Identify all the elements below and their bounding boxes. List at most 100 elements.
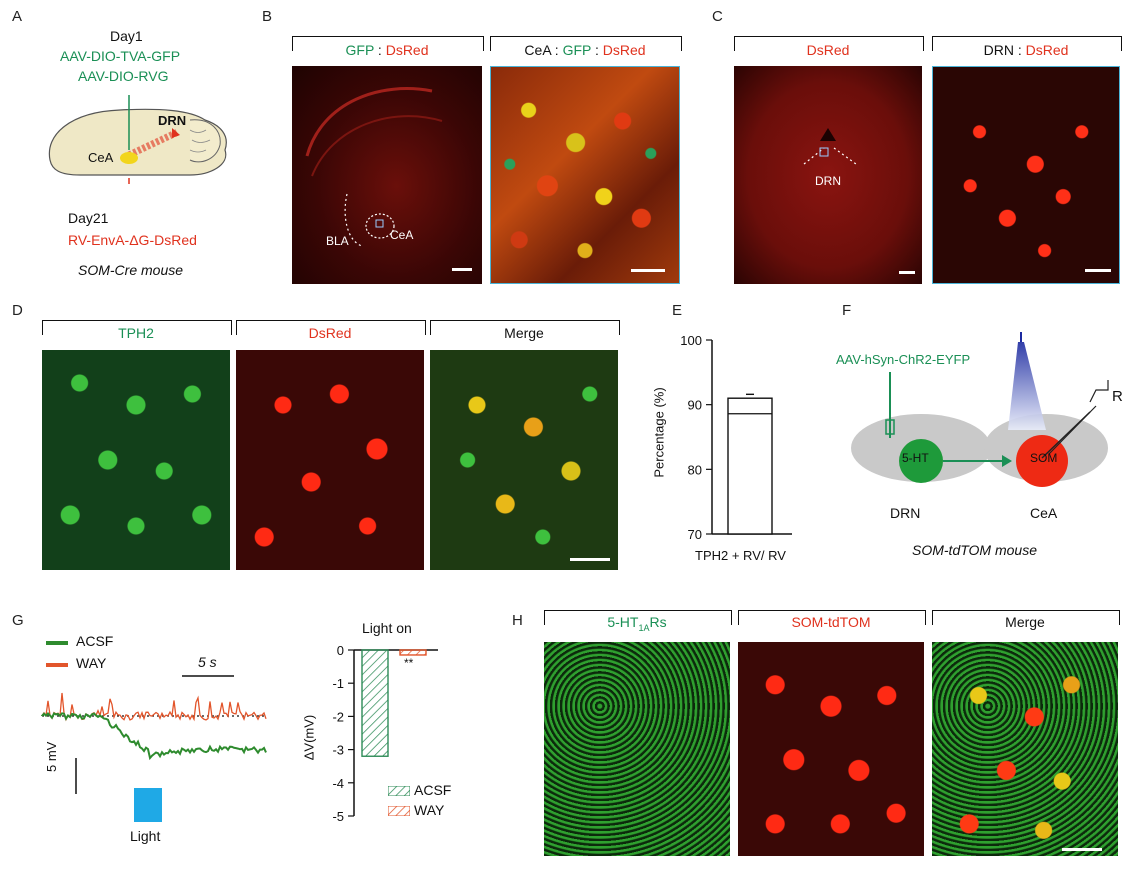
dsred-label: DsRed — [602, 42, 646, 58]
panel-label-a: A — [12, 8, 23, 25]
panel-h-title-1: 5-HT1ARs — [544, 614, 730, 633]
panel-h-header-3 — [932, 610, 1120, 625]
panel-g-bar-chart: 0 -1 -2 -3 -4 -5 — [332, 643, 438, 824]
panel-h-title-3: Merge — [1005, 614, 1045, 630]
virus2-label: AAV-DIO-RVG — [78, 68, 169, 84]
g-bar-title: Light on — [362, 620, 412, 636]
panel-d-title-1: TPH2 — [118, 325, 154, 341]
e-ytick-label: 90 — [688, 398, 702, 413]
scale-bar — [570, 558, 610, 561]
g-ticks: 0 -1 -2 -3 -4 -5 — [332, 643, 354, 824]
merge-image — [430, 350, 618, 570]
day21-label: Day21 — [68, 210, 109, 226]
brain-drn-label: DRN — [158, 113, 187, 128]
panel-label-c: C — [712, 8, 723, 25]
ht-label: 5-HT — [607, 614, 639, 630]
ht5-label: 5-HT — [902, 451, 929, 465]
e-bar — [727, 397, 773, 535]
panel-b-header-1 — [292, 36, 484, 51]
g-legend-way-line — [46, 663, 68, 667]
ht-sub: 1A — [638, 622, 650, 633]
light-label: Light — [130, 828, 161, 844]
e-ticks: 100 90 80 70 — [680, 333, 712, 542]
gfp-label: GFP — [562, 42, 592, 58]
dsred-label: DsRed — [385, 42, 429, 58]
panel-d-title-3: Merge — [504, 325, 544, 341]
sep: : — [591, 42, 603, 58]
g-ytick-label: 0 — [337, 643, 344, 658]
e-bars — [727, 393, 773, 535]
g-ytick-label: -4 — [332, 776, 344, 791]
recording-r-label: R — [1112, 388, 1123, 405]
g-legend2-acsf: ACSF — [414, 782, 452, 798]
cea-prefix: CeA : — [524, 42, 563, 58]
cea-confocal-image — [490, 66, 680, 284]
g-legend2-way-swatch — [388, 806, 410, 816]
brain-cea-label: CeA — [88, 150, 114, 165]
g-bar-way — [399, 649, 427, 656]
panel-label-d: D — [12, 302, 23, 319]
scale-bar — [631, 269, 665, 272]
gfp-label: GFP — [345, 42, 375, 58]
panel-d-title-2: DsRed — [308, 325, 352, 341]
brain-section-image-b — [292, 66, 482, 284]
virus1-label: AAV-DIO-TVA-GFP — [60, 48, 181, 64]
scale-bar — [1062, 848, 1102, 851]
g-bar-acsf — [361, 649, 389, 757]
panel-b-header-2 — [490, 36, 682, 51]
scale-bar — [452, 268, 472, 271]
g-ytick-label: -1 — [332, 676, 344, 691]
drn-prefix: DRN : — [983, 42, 1026, 58]
rv-virus-label: RV-EnvA-ΔG-DsRed — [68, 232, 197, 248]
g-ytick-label: -5 — [332, 809, 344, 824]
day1-label: Day1 — [110, 28, 143, 44]
sep: : — [374, 42, 386, 58]
circuit-diagram — [851, 332, 1109, 487]
panel-h-header-1 — [544, 610, 732, 625]
g-bars — [361, 649, 427, 757]
som-cre-mouse-label: SOM-Cre mouse — [78, 262, 184, 278]
panel-d-header-1 — [42, 320, 232, 335]
panel-h-header-2 — [738, 610, 926, 625]
g-ytick-label: -3 — [332, 743, 344, 758]
g-legend-acsf-line — [46, 641, 68, 645]
e-ytick-label: 100 — [680, 333, 702, 348]
som-label: SOM — [1030, 451, 1058, 465]
dsred-label: DsRed — [1025, 42, 1069, 58]
tph2-image — [42, 350, 230, 570]
panel-c-title-2: DRN : DsRed — [932, 42, 1120, 58]
panel-c-title-1: DsRed — [806, 42, 850, 58]
g-legend2-way: WAY — [414, 802, 445, 818]
som-tdtom-image — [738, 642, 924, 856]
g-legend2-acsf-swatch — [388, 786, 410, 796]
brain-sagittal-diagram — [48, 95, 227, 184]
g-sig-label: ** — [404, 656, 414, 670]
panel-label-e: E — [672, 302, 683, 319]
panel-c-header-2 — [932, 36, 1122, 51]
brain-section-image-c — [734, 66, 922, 284]
time-scale-label: 5 s — [198, 654, 217, 670]
dsred-image — [236, 350, 424, 570]
panel-e-ylabel: Percentage (%) — [651, 387, 667, 478]
bla-label: BLA — [326, 234, 349, 248]
panel-label-h: H — [512, 612, 523, 629]
panel-h-title-2: SOM-tdTOM — [791, 614, 871, 630]
panel-label-b: B — [262, 8, 273, 25]
drn-confocal-image — [932, 66, 1120, 284]
panel-label-g: G — [12, 612, 24, 629]
voltage-traces — [41, 675, 267, 822]
chr2-virus-label: AAV-hSyn-ChR2-EYFP — [836, 352, 971, 367]
som-tdtom-mouse-label: SOM-tdTOM mouse — [912, 542, 1037, 558]
g-ytick-label: -2 — [332, 709, 344, 724]
e-ytick-label: 80 — [688, 462, 702, 477]
panel-label-f: F — [842, 302, 852, 319]
scale-bar — [1085, 269, 1111, 272]
panel-d-header-3 — [430, 320, 620, 335]
panel-d-header-2 — [236, 320, 426, 335]
panel-e-chart: 100 90 80 70 — [680, 333, 792, 542]
cea-label: CeA — [390, 228, 414, 242]
panel-e-xlabel: TPH2 + RV/ RV — [695, 548, 786, 563]
scale-bar — [899, 271, 915, 274]
cea-region-label: CeA — [1030, 505, 1058, 521]
g-bar-ylabel: ΔV(mV) — [301, 714, 317, 761]
